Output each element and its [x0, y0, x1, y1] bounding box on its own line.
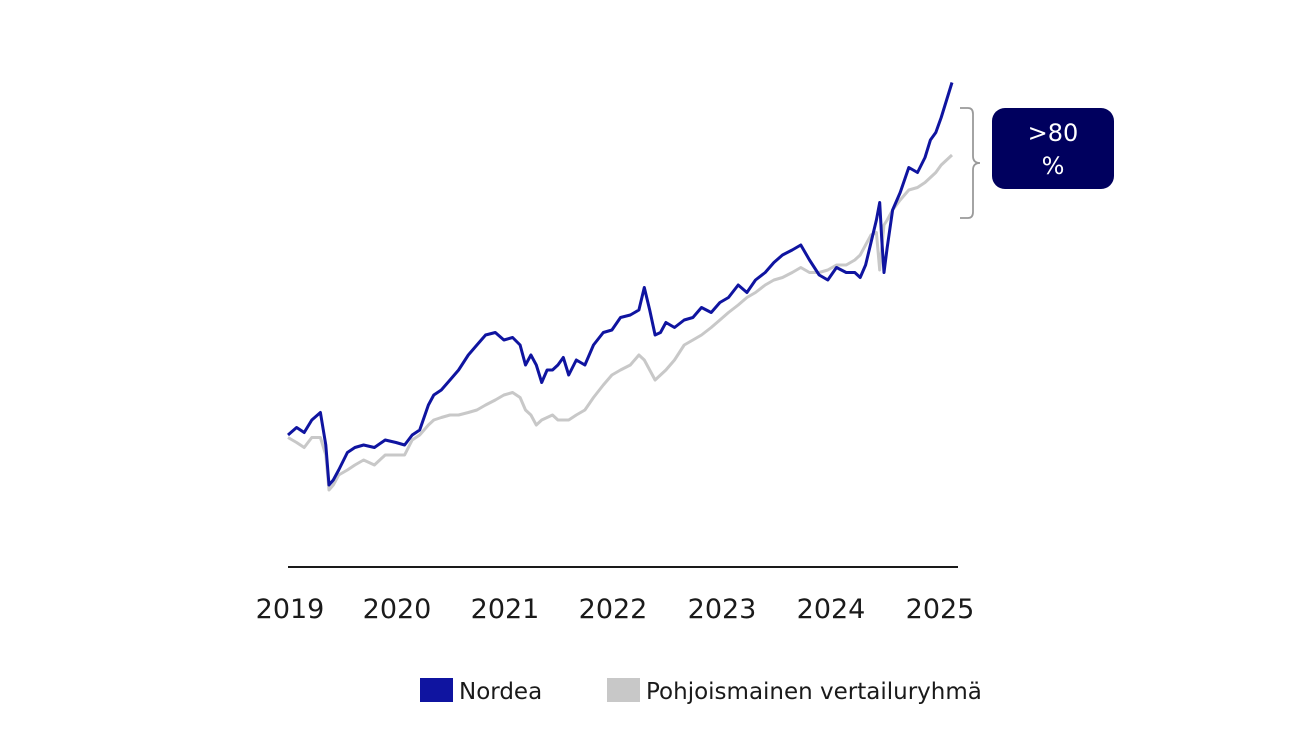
x-tick-label-2024: 2024	[797, 594, 866, 625]
difference-badge-unit: %	[1042, 152, 1065, 180]
x-tick-label-2022: 2022	[579, 594, 648, 625]
x-tick-label-2025: 2025	[906, 594, 975, 625]
annotation-bracket	[960, 107, 981, 219]
x-tick-label-2021: 2021	[471, 594, 540, 625]
difference-badge-value: >80	[1028, 119, 1079, 147]
difference-badge: >80 %	[992, 108, 1114, 189]
x-tick-label-2020: 2020	[363, 594, 432, 625]
x-axis-tick-labels: 2019 2020 2021 2022 2023 2024 2025	[256, 594, 975, 625]
series-line-peer-group	[287, 153, 954, 492]
legend-label-nordea: Nordea	[459, 679, 542, 705]
x-tick-label-2019: 2019	[256, 594, 325, 625]
legend-swatch-peer-group	[607, 678, 640, 702]
difference-badge-box	[992, 108, 1114, 189]
legend: Nordea Pohjoismainen vertailuryhmä	[420, 678, 982, 705]
plot-area	[287, 82, 954, 492]
legend-swatch-nordea	[420, 678, 453, 702]
series-line-nordea	[287, 82, 954, 487]
x-tick-label-2023: 2023	[688, 594, 757, 625]
legend-label-peer-group: Pohjoismainen vertailuryhmä	[646, 679, 982, 705]
